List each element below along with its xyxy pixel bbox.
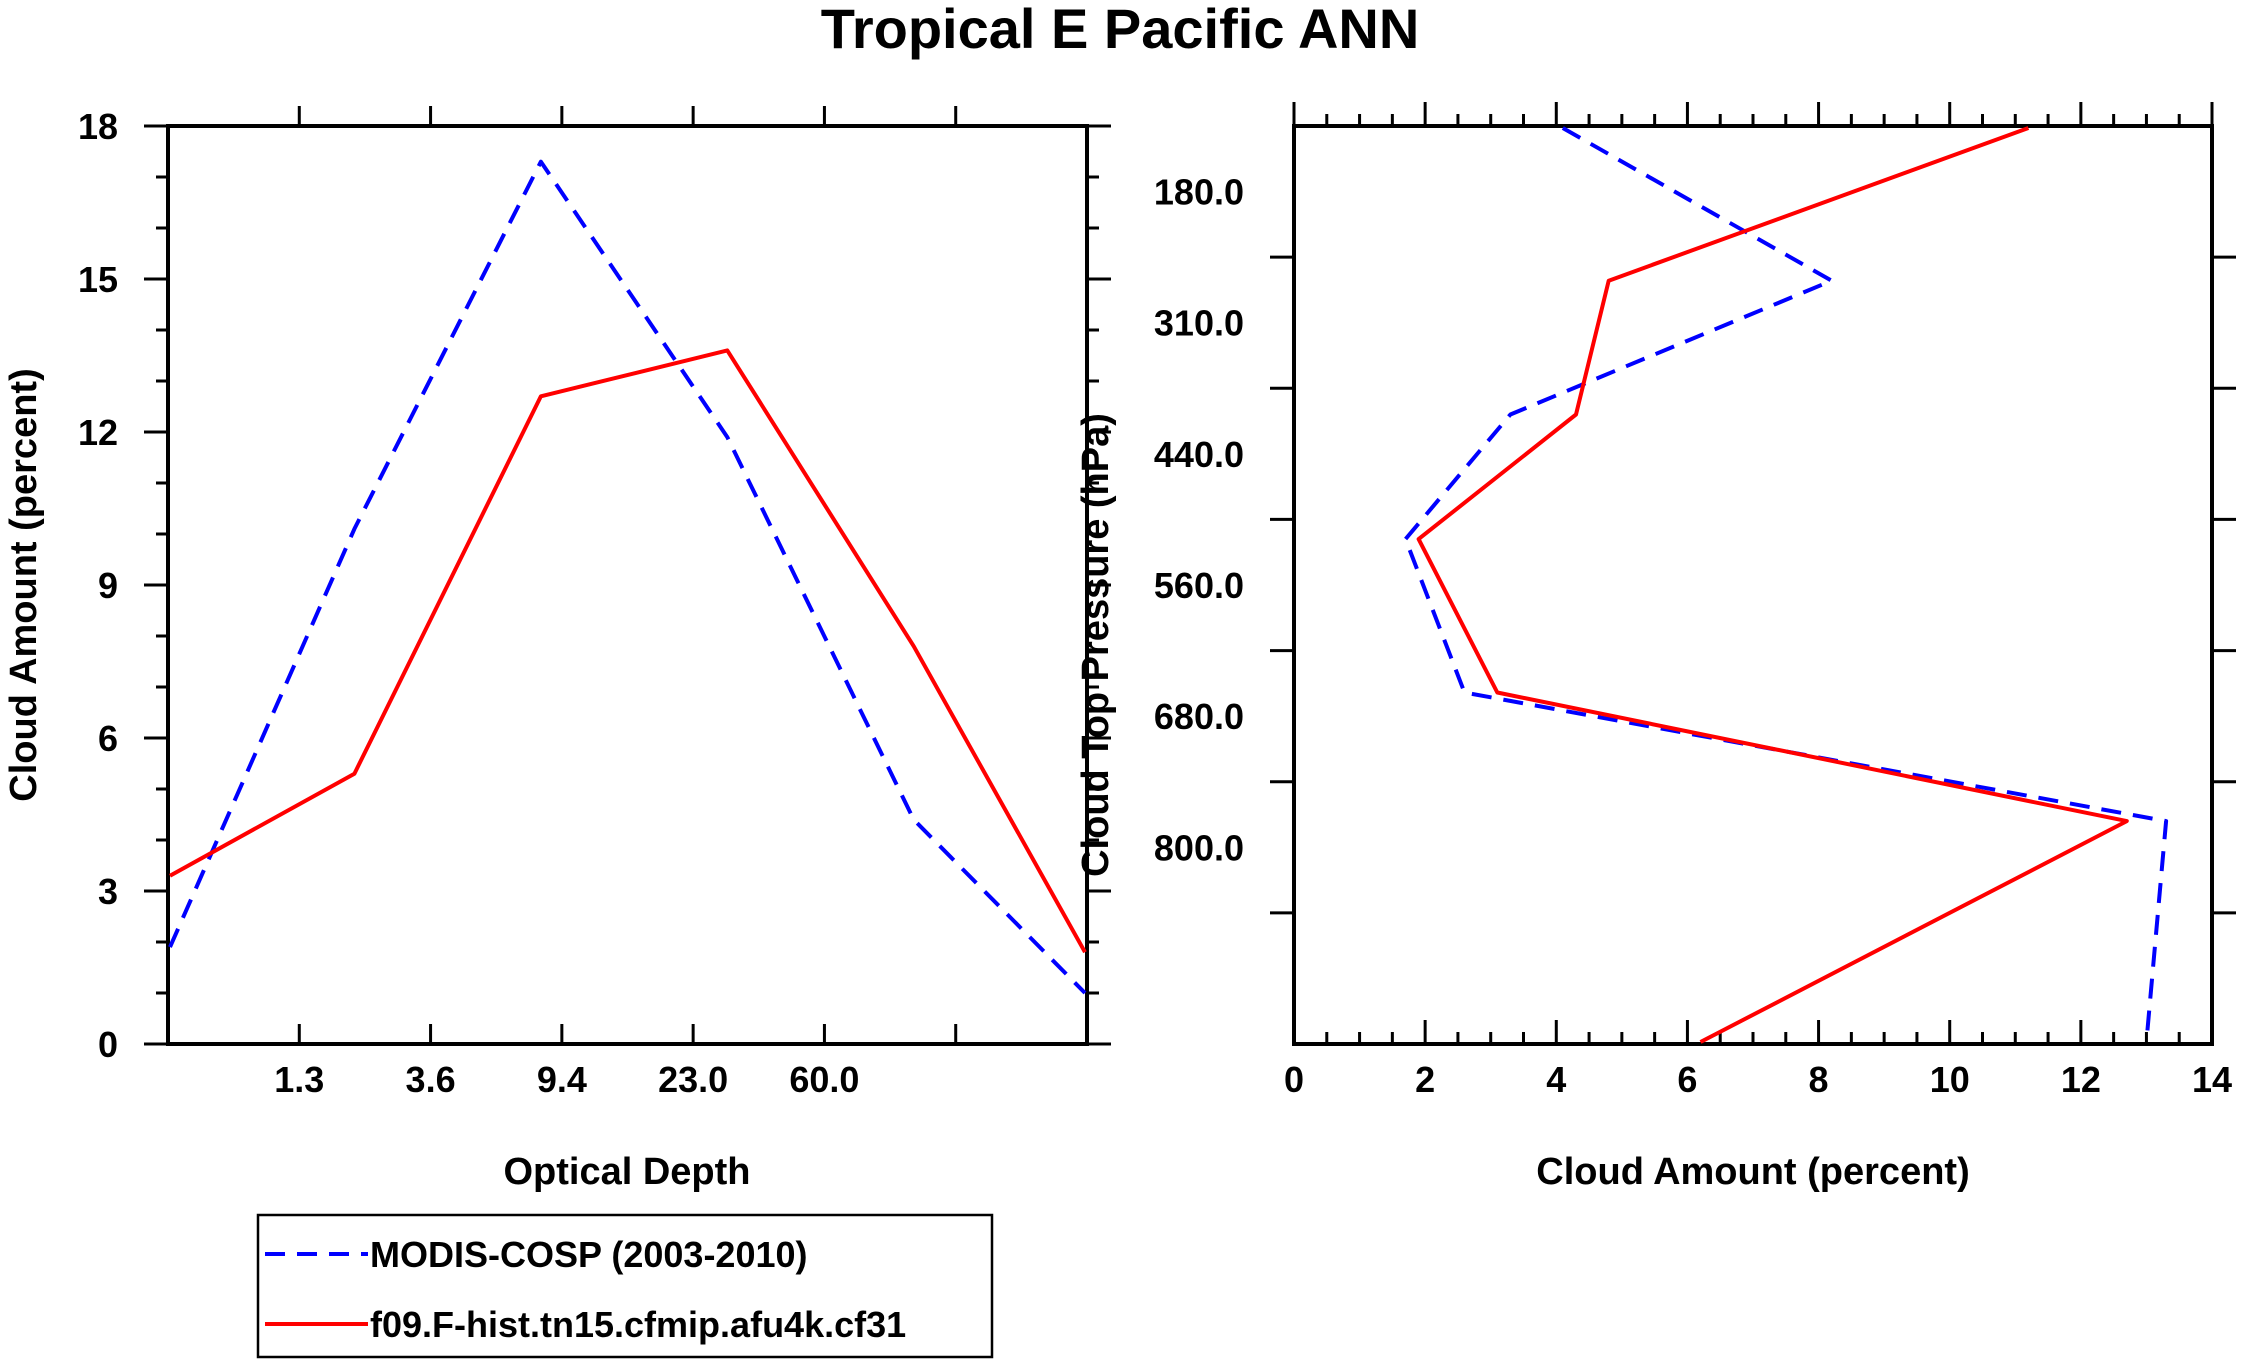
legend-label-model: f09.F-hist.tn15.cfmip.afu4k.cf31: [370, 1304, 906, 1345]
right-x-tick-label: 8: [1809, 1059, 1829, 1100]
left-panel-optical-depth: 0 3 6 9 12 15 18 1.3 3.6 9.4 23.0 60.0 Optical Dep…: [3, 106, 1111, 1193]
left-x-tick-label: 3.6: [406, 1059, 456, 1100]
left-x-tick-labels: 1.3 3.6 9.4 23.0 60.0: [274, 1059, 859, 1100]
left-y-axis-label: Cloud Amount (percent): [3, 368, 45, 801]
right-y-tick-label: 440.0: [1154, 434, 1244, 475]
right-series-line-1: [1416, 126, 2129, 1044]
left-y-tick-label: 12: [78, 412, 118, 453]
left-x-tick-label: 23.0: [658, 1059, 728, 1100]
left-y-tick-labels: 0 3 6 9 12 15 18: [78, 106, 118, 1065]
right-y-tick-label: 560.0: [1154, 565, 1244, 606]
right-x-tick-label: 4: [1546, 1059, 1566, 1100]
left-x-tick-label: 1.3: [274, 1059, 324, 1100]
right-x-tick-label: 0: [1284, 1059, 1304, 1100]
left-y-tick-label: 0: [98, 1024, 118, 1065]
right-x-tick-labels: 0 2 4 6 8 10 12 14: [1284, 1059, 2232, 1100]
right-y-tick-labels: 180.0 310.0 440.0 560.0 680.0 800.0: [1154, 172, 1244, 869]
right-x-tick-label: 12: [2061, 1059, 2101, 1100]
left-y-tick-label: 9: [98, 565, 118, 606]
right-x-axis-label: Cloud Amount (percent): [1536, 1151, 1969, 1193]
right-x-tick-label: 14: [2192, 1059, 2232, 1100]
chart-title: Tropical E Pacific ANN: [821, 0, 1420, 60]
left-y-tick-label: 18: [78, 106, 118, 147]
left-x-tick-label: 60.0: [789, 1059, 859, 1100]
left-series-line-0: [168, 159, 1087, 995]
right-plot-frame: [1292, 124, 2214, 1046]
right-x-tick-label: 10: [1930, 1059, 1970, 1100]
right-series-line-0: [1403, 126, 2169, 1043]
right-y-axis-label: Cloud Top Pressure (hPa): [1075, 413, 1117, 877]
legend: MODIS-COSP (2003-2010) f09.F-hist.tn15.c…: [256, 1213, 994, 1359]
right-x-tick-label: 6: [1677, 1059, 1697, 1100]
left-x-tick-label: 9.4: [537, 1059, 587, 1100]
left-series-lines: [168, 159, 1087, 995]
right-y-tick-label: 680.0: [1154, 696, 1244, 737]
left-y-tick-label: 15: [78, 259, 118, 300]
right-ticks: [1270, 102, 2236, 1044]
left-series-line-1: [169, 348, 1087, 954]
left-ticks: [144, 106, 1111, 1046]
right-y-tick-label: 800.0: [1154, 827, 1244, 868]
left-y-tick-label: 3: [98, 871, 118, 912]
left-x-axis-label: Optical Depth: [503, 1151, 750, 1193]
legend-label-modis: MODIS-COSP (2003-2010): [370, 1234, 808, 1275]
left-plot-frame: [166, 124, 1089, 1046]
right-x-tick-label: 2: [1415, 1059, 1435, 1100]
legend-box: [256, 1213, 994, 1359]
right-y-tick-label: 180.0: [1154, 172, 1244, 213]
right-panel-cloud-top-pressure: 180.0 310.0 440.0 560.0 680.0 800.0 0 2 4 6 8 10 12…: [1075, 102, 2236, 1193]
right-series-lines: [1403, 126, 2169, 1044]
right-y-tick-label: 310.0: [1154, 303, 1244, 344]
left-y-tick-label: 6: [98, 718, 118, 759]
